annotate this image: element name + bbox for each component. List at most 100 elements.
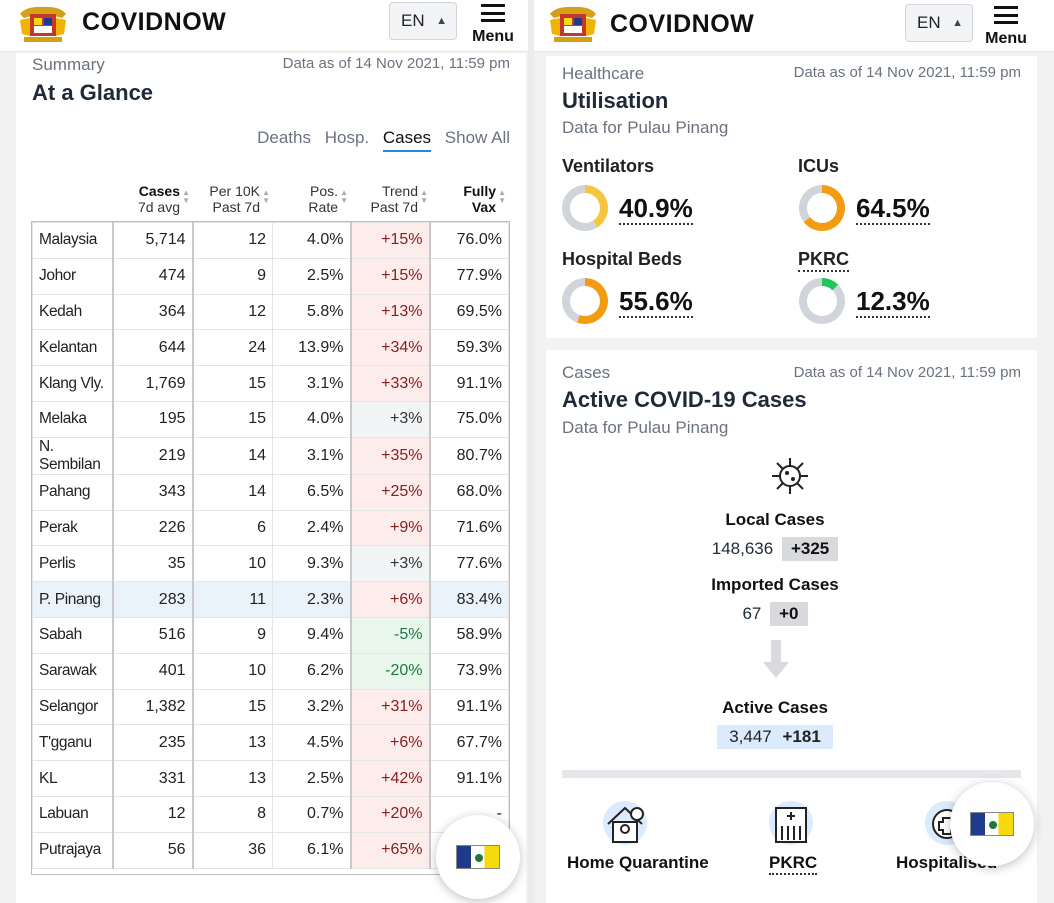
malaysia-coat-of-arms-logo[interactable] (546, 4, 600, 44)
donut-icus (799, 185, 845, 231)
state-name-cell[interactable]: Kedah (32, 293, 114, 331)
hamburger-icon (994, 6, 1018, 24)
col-header-pos-rate[interactable]: Pos. Rate ▲ ▼ (290, 183, 348, 215)
table-row[interactable]: Kedah 364 12 5.8% +13% 69.5% (32, 293, 509, 331)
hamburger-icon (481, 4, 505, 22)
pos-rate-cell: 4.0% (272, 222, 352, 259)
state-name-cell[interactable]: N. Sembilan (32, 436, 114, 475)
state-name-cell[interactable]: Sabah (32, 616, 114, 654)
home-quarantine-label[interactable]: Home Quarantine (567, 853, 709, 872)
table-row[interactable]: Malaysia 5,714 12 4.0% +15% 76.0% (32, 222, 509, 259)
col-header-title: Trend (381, 183, 418, 199)
imported-cases-value: 67 (742, 604, 762, 623)
sort-icon: ▲ ▼ (340, 188, 348, 205)
table-row[interactable]: Perak 226 6 2.4% +9% 71.6% (32, 509, 509, 547)
table-row[interactable]: P. Pinang 283 11 2.3% +6% 83.4% (32, 581, 509, 618)
state-selector-button[interactable] (950, 782, 1034, 866)
table-row[interactable]: T'gganu 235 13 4.5% +6% 67.7% (32, 724, 509, 762)
menu-button[interactable]: Menu (467, 2, 519, 46)
table-row[interactable]: Melaka 195 15 4.0% +3% 75.0% (32, 400, 509, 438)
tab-deaths[interactable]: Deaths (257, 128, 311, 147)
metric-value-pkrc[interactable]: 12.3% (856, 286, 930, 318)
table-row[interactable]: KL 331 13 2.5% +42% 91.1% (32, 760, 509, 797)
per-10k-cell: 9 (192, 616, 273, 654)
state-name-cell[interactable]: Johor (32, 257, 114, 295)
pos-rate-cell: 2.3% (272, 581, 352, 618)
cases-cell: 516 (112, 616, 194, 654)
trend-cell: +33% (350, 365, 431, 402)
fully-vax-cell: 91.1% (429, 760, 509, 797)
pos-rate-cell: 6.5% (272, 473, 352, 511)
trend-cell: +6% (350, 581, 431, 618)
per-10k-cell: 36 (192, 831, 273, 869)
state-name-cell[interactable]: Klang Vly. (32, 365, 114, 402)
language-select[interactable]: EN ▲ (905, 4, 973, 42)
per-10k-cell: 8 (192, 795, 273, 833)
cases-cell: 343 (112, 473, 194, 511)
col-header-sub: Past 7d (212, 199, 260, 215)
cases-cell: 1,382 (112, 688, 194, 726)
fully-vax-cell: 83.4% (429, 581, 509, 618)
malaysia-coat-of-arms-logo[interactable] (16, 4, 70, 44)
brand-name[interactable]: COVIDNOW (82, 8, 227, 36)
col-header-title: Pos. (309, 183, 338, 199)
table-row[interactable]: Selangor 1,382 15 3.2% +31% 91.1% (32, 688, 509, 726)
table-row[interactable]: Perlis 35 10 9.3% +3% 77.6% (32, 545, 509, 583)
per-10k-cell: 12 (192, 222, 273, 259)
pkrc-label[interactable]: PKRC (769, 853, 818, 875)
state-name-cell[interactable]: T'gganu (32, 724, 114, 762)
table-row[interactable]: Sarawak 401 10 6.2% -20% 73.9% (32, 652, 509, 690)
brand-name[interactable]: COVIDNOW (610, 10, 755, 38)
col-header-sub: Rate (308, 199, 338, 215)
per-10k-cell: 9 (192, 257, 273, 295)
metric-value-ventilators[interactable]: 40.9% (619, 193, 693, 225)
language-select[interactable]: EN ▲ (389, 2, 457, 40)
table-row[interactable]: N. Sembilan 219 14 3.1% +35% 80.7% (32, 436, 509, 475)
per-10k-cell: 12 (192, 293, 273, 331)
tab-hosp[interactable]: Hosp. (324, 128, 370, 147)
table-row[interactable]: Sabah 516 9 9.4% -5% 58.9% (32, 616, 509, 654)
state-name-cell[interactable]: Perak (32, 509, 114, 547)
table-row[interactable]: Pahang 343 14 6.5% +25% 68.0% (32, 473, 509, 511)
state-name-cell[interactable]: Pahang (32, 473, 114, 511)
metric-label-ventilators: Ventilators (562, 156, 655, 176)
divider (562, 770, 1021, 778)
menu-button[interactable]: Menu (980, 4, 1032, 48)
table-row[interactable]: Labuan 12 8 0.7% +20% - (32, 795, 509, 833)
col-header-sub: Past 7d (370, 199, 418, 215)
card-title: Active COVID-19 Cases (562, 387, 807, 412)
active-cases-row: 3,447 +181 (546, 725, 1004, 749)
state-name-cell[interactable]: Sarawak (32, 652, 114, 690)
col-header-cases[interactable]: Cases 7d avg ▲ ▼ (128, 183, 190, 215)
state-name-cell[interactable]: Selangor (32, 688, 114, 726)
state-name-cell[interactable]: Perlis (32, 545, 114, 583)
tab-cases[interactable]: Cases (382, 128, 432, 152)
state-name-cell[interactable]: Kelantan (32, 329, 114, 367)
cases-cell: 5,714 (112, 222, 194, 259)
state-name-cell[interactable]: Labuan (32, 795, 114, 833)
state-name-cell[interactable]: Melaka (32, 400, 114, 438)
metric-label-pkrc[interactable]: PKRC (798, 249, 850, 272)
metric-value-hospital-beds[interactable]: 55.6% (619, 286, 693, 318)
state-name-cell[interactable]: Malaysia (32, 222, 114, 259)
state-selector-button[interactable] (436, 815, 520, 899)
table-row[interactable]: Johor 474 9 2.5% +15% 77.9% (32, 257, 509, 295)
trend-cell: +34% (350, 329, 431, 367)
col-header-sub: Vax (471, 199, 496, 215)
col-header-fully-vax[interactable]: Fully Vax ▲ ▼ (454, 183, 506, 215)
state-name-cell[interactable]: KL (32, 760, 114, 797)
col-header-per10k[interactable]: Per 10K Past 7d ▲ ▼ (200, 183, 270, 215)
table-row[interactable]: Kelantan 644 24 13.9% +34% 59.3% (32, 329, 509, 367)
trend-cell: -20% (350, 652, 431, 690)
metric-value-icus[interactable]: 64.5% (856, 193, 930, 225)
penang-flag-icon (456, 845, 500, 869)
pos-rate-cell: 2.4% (272, 509, 352, 547)
state-name-cell[interactable]: Putrajaya (32, 831, 114, 869)
col-header-trend[interactable]: Trend Past 7d ▲ ▼ (364, 183, 428, 215)
state-name-cell[interactable]: P. Pinang (32, 581, 114, 618)
table-row[interactable]: Klang Vly. 1,769 15 3.1% +33% 91.1% (32, 365, 509, 402)
pos-rate-cell: 2.5% (272, 760, 352, 797)
tab-show-all[interactable]: Show All (444, 128, 510, 147)
imported-cases-row: 67 +0 (546, 602, 1004, 626)
trend-cell: -5% (350, 616, 431, 654)
